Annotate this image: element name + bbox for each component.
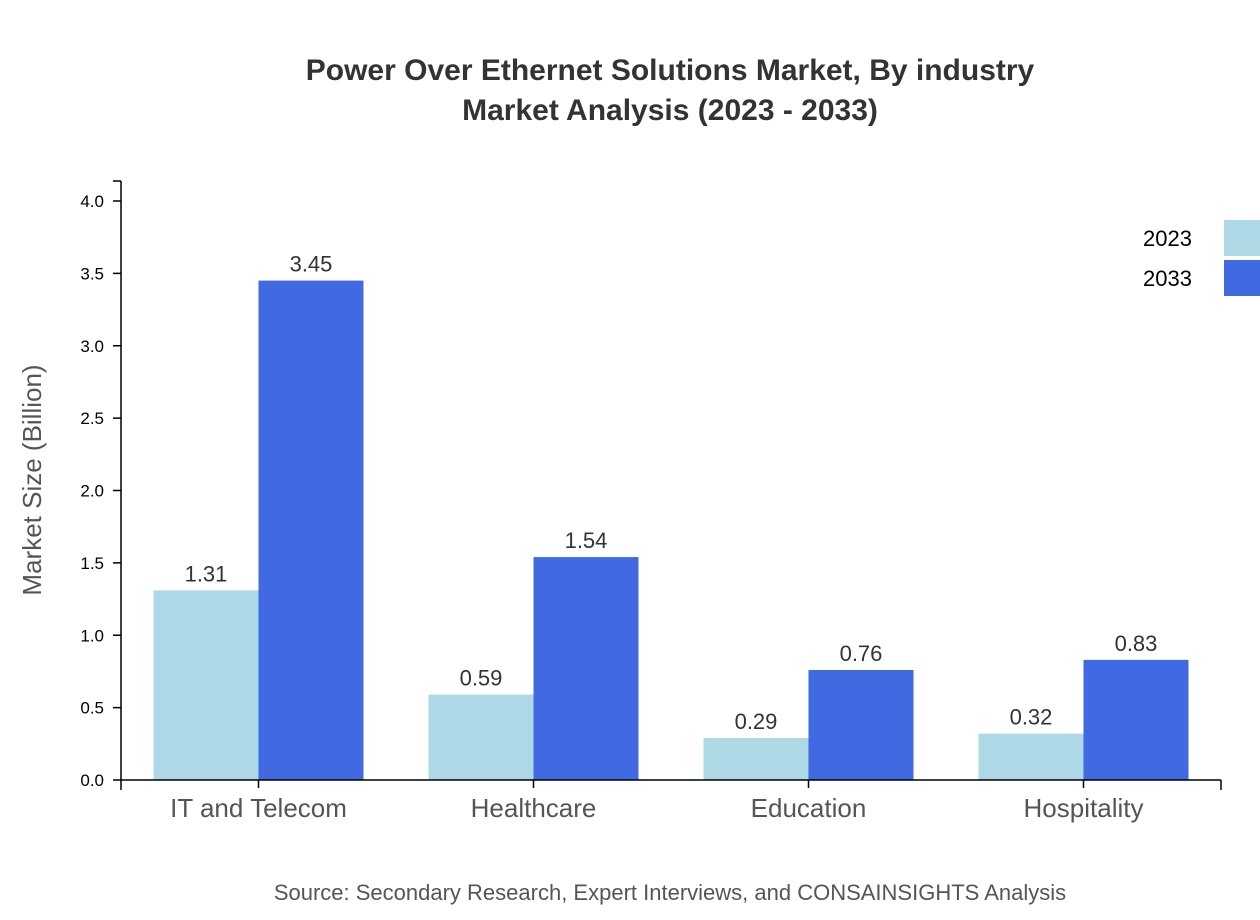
y-tick-label: 0.0 xyxy=(80,771,104,790)
data-label: 0.83 xyxy=(1115,631,1158,656)
bar-2033 xyxy=(1083,659,1189,780)
data-label: 0.32 xyxy=(1010,705,1053,730)
legend-swatch-2033 xyxy=(1224,260,1260,296)
data-label: 0.59 xyxy=(460,666,503,691)
bars-group: 1.31 3.45 0.59 1.54 0.29 0.76 0.32 0.83 xyxy=(153,252,1189,780)
x-tick-label: Education xyxy=(751,793,867,823)
x-tick-label: Hospitality xyxy=(1024,793,1144,823)
chart-title: Power Over Ethernet Solutions Market, By… xyxy=(306,54,1035,87)
legend-label-2023: 2023 xyxy=(1143,226,1192,251)
data-label: 3.45 xyxy=(290,252,333,277)
chart-subtitle: Market Analysis (2023 - 2033) xyxy=(462,94,878,127)
y-tick-label: 2.0 xyxy=(80,482,104,501)
axes-group: IT and Telecom Healthcare Education Hospita… xyxy=(80,180,1222,823)
y-tick-label: 1.5 xyxy=(80,554,104,573)
y-tick-label: 0.5 xyxy=(80,699,104,718)
bar-2023 xyxy=(978,733,1084,780)
data-label: 1.54 xyxy=(565,528,608,553)
bar-2023 xyxy=(153,590,259,780)
data-label: 0.76 xyxy=(840,641,883,666)
y-tick-label: 3.0 xyxy=(80,337,104,356)
bar-2033 xyxy=(533,557,639,780)
bar-2023 xyxy=(703,738,809,780)
bar-2033 xyxy=(808,669,914,780)
legend: 2023 2033 xyxy=(1143,220,1260,296)
x-tick-label: IT and Telecom xyxy=(170,793,347,823)
legend-swatch-2023 xyxy=(1224,220,1260,256)
y-tick-label: 2.5 xyxy=(80,409,104,428)
y-tick-label: 3.5 xyxy=(80,264,104,283)
source-note: Source: Secondary Research, Expert Inter… xyxy=(274,880,1066,905)
data-label: 0.29 xyxy=(735,709,778,734)
bar-2023 xyxy=(428,694,534,780)
data-label: 1.31 xyxy=(185,561,228,586)
x-tick-label: Healthcare xyxy=(471,793,597,823)
y-axis-label: Market Size (Billion) xyxy=(17,364,47,595)
y-tick-label: 4.0 xyxy=(80,192,104,211)
bar-2033 xyxy=(258,280,364,780)
y-tick-label: 1.0 xyxy=(80,626,104,645)
legend-label-2033: 2033 xyxy=(1143,266,1192,291)
